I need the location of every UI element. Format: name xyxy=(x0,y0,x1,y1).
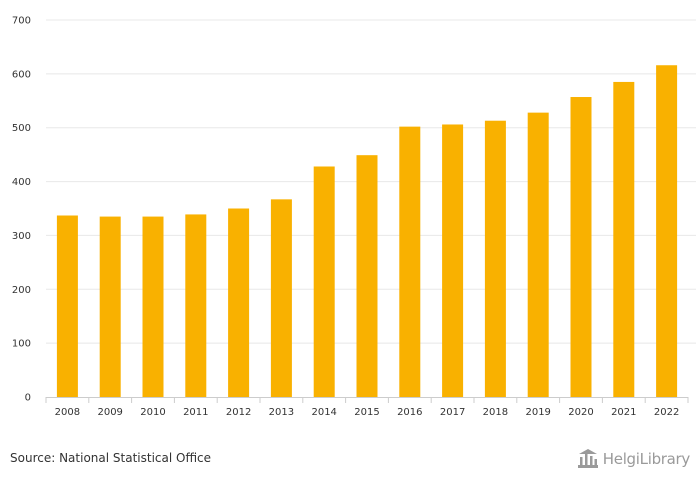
y-tick-label: 200 xyxy=(12,285,31,296)
bar-2022[interactable] xyxy=(656,65,678,398)
x-tick-label: 2008 xyxy=(55,407,80,418)
x-axis xyxy=(45,397,689,403)
logo-text: HelgiLibrary xyxy=(602,450,691,468)
bar-2011[interactable] xyxy=(185,214,207,397)
x-tick-label: 2009 xyxy=(97,407,122,418)
x-tick-label: 2015 xyxy=(354,407,379,418)
x-tick-label: 2019 xyxy=(525,407,550,418)
bar-2009[interactable] xyxy=(99,216,121,397)
x-tick-label: 2012 xyxy=(226,407,251,418)
source-note: Source: National Statistical Office xyxy=(10,451,212,465)
x-tick-label: 2017 xyxy=(440,407,465,418)
bar-2016[interactable] xyxy=(399,126,421,397)
x-tick-label: 2016 xyxy=(397,407,422,418)
y-tick-label: 400 xyxy=(12,177,31,188)
bar-2014[interactable] xyxy=(313,166,335,397)
y-tick-labels: 0 100 200 300 400 500 600 700 xyxy=(12,16,31,404)
bar-2018[interactable] xyxy=(484,120,506,397)
bar-2019[interactable] xyxy=(527,112,549,398)
bar-2020[interactable] xyxy=(570,97,592,397)
y-tick-label: 300 xyxy=(12,231,31,242)
y-tick-label: 500 xyxy=(12,123,31,134)
y-tick-label: 700 xyxy=(12,16,31,27)
x-tick-label: 2013 xyxy=(269,407,294,418)
bar-2015[interactable] xyxy=(356,155,378,397)
bar-2010[interactable] xyxy=(142,216,164,397)
bar-2017[interactable] xyxy=(442,124,464,398)
library-building-icon xyxy=(577,449,598,468)
x-tick-label: 2021 xyxy=(611,407,636,418)
x-tick-labels: 2008 2009 2010 2011 2012 2013 2014 2015 2016 2017… xyxy=(55,407,680,418)
y-tick-label: 0 xyxy=(25,393,31,404)
x-tick-label: 2011 xyxy=(183,407,208,418)
y-tick-label: 600 xyxy=(12,69,31,80)
x-tick-label: 2022 xyxy=(654,407,679,418)
helgi-library-logo: HelgiLibrary xyxy=(577,448,690,470)
x-tick-label: 2014 xyxy=(311,407,336,418)
bar-2012[interactable] xyxy=(228,208,250,398)
bar-2013[interactable] xyxy=(270,199,292,397)
x-tick-label: 2010 xyxy=(140,407,165,418)
x-tick-label: 2018 xyxy=(483,407,508,418)
bar-2021[interactable] xyxy=(613,81,635,397)
bars xyxy=(56,65,678,398)
x-tick-label: 2020 xyxy=(568,407,593,418)
y-tick-label: 100 xyxy=(12,339,31,350)
bar-2008[interactable] xyxy=(56,215,78,397)
